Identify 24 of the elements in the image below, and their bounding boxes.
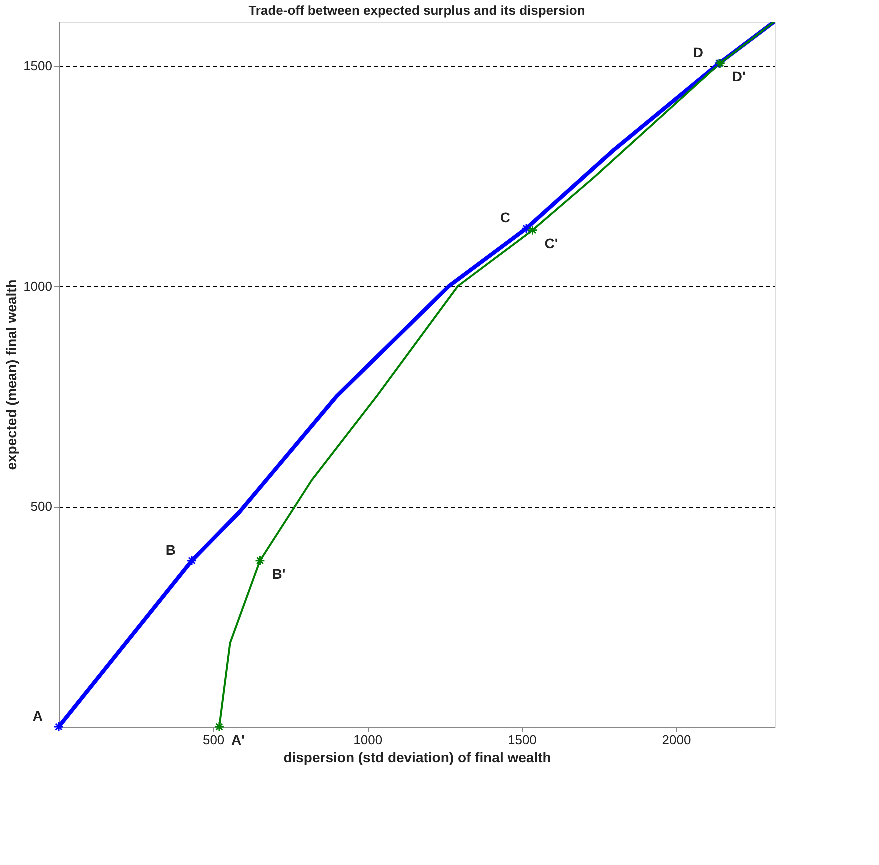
- y-tick-label: 1000: [24, 278, 52, 294]
- point: [214, 722, 225, 732]
- x-tick-label: 1000: [354, 732, 383, 748]
- x-tick-label: 500: [202, 732, 225, 748]
- y-tick-label: 1500: [24, 58, 52, 74]
- x-tick-label: 2000: [662, 732, 692, 748]
- annotation: B: [166, 542, 176, 558]
- x-tick-label: 1500: [508, 732, 537, 748]
- annotation: C': [544, 235, 558, 252]
- point: [528, 225, 538, 236]
- annotation: A': [231, 732, 245, 748]
- point: [521, 223, 532, 234]
- annotation: D: [693, 44, 704, 60]
- point: [54, 722, 64, 732]
- y-axis-title: expected (mean) final wealth: [4, 280, 20, 470]
- chart-title: Trade-off between expected surplus and its dispersion: [248, 3, 586, 18]
- y-tick-label: 500: [30, 499, 52, 514]
- annotation: B': [272, 566, 286, 582]
- annotation: C: [500, 210, 511, 226]
- point: [186, 556, 198, 566]
- annotation: D': [732, 68, 746, 84]
- x-axis-title: dispersion (std deviation) of final wealth: [284, 750, 552, 766]
- point: [255, 556, 266, 566]
- annotation: A: [32, 708, 43, 724]
